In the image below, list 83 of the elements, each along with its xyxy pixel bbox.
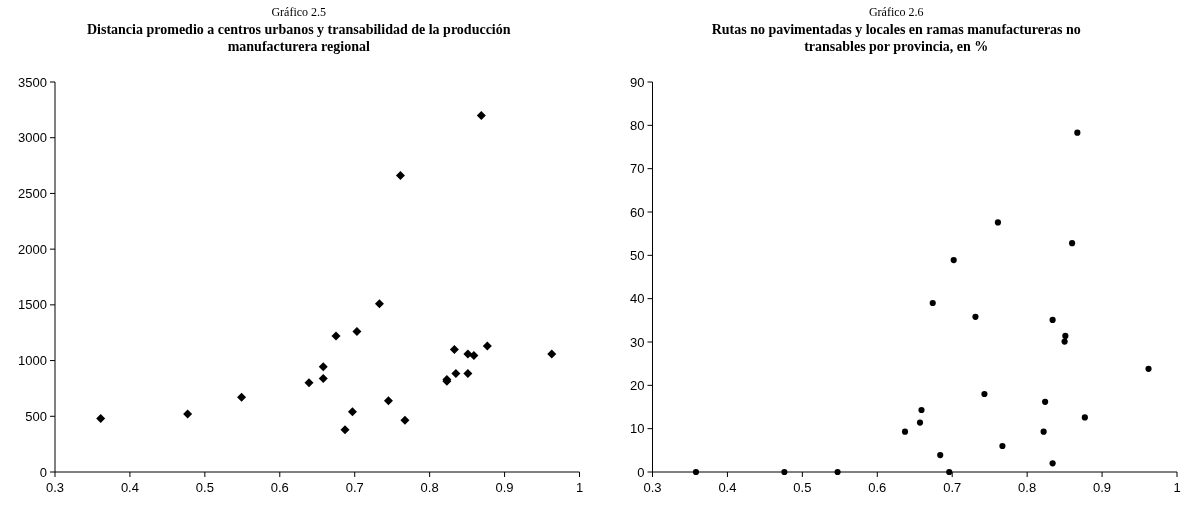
point xyxy=(547,349,557,359)
point xyxy=(1062,332,1069,340)
x-tick-label: 0.5 xyxy=(793,480,812,495)
y-tick-label: 30 xyxy=(630,334,645,350)
x-tick-label: 0.7 xyxy=(345,480,364,495)
point xyxy=(383,396,393,406)
point xyxy=(304,378,314,388)
point xyxy=(395,171,405,181)
chart-title: Rutas no pavimentadas y locales en ramas manufactureras no transables por provincia, en % xyxy=(711,22,1081,54)
y-tick-label: 60 xyxy=(630,204,645,220)
y-tick-label: 3000 xyxy=(18,130,47,146)
point xyxy=(972,313,979,320)
point xyxy=(929,299,936,307)
x-tick-label: 0.4 xyxy=(120,480,139,495)
point xyxy=(950,257,957,264)
point xyxy=(331,331,341,341)
point xyxy=(1081,414,1088,421)
x-tick-label: 1 xyxy=(1173,480,1181,495)
point xyxy=(318,373,328,383)
point xyxy=(916,419,924,426)
x-tick-label: 1 xyxy=(575,480,584,495)
point xyxy=(1069,240,1076,247)
y-tick-label: 50 xyxy=(630,247,645,263)
x-tick-label: 0.6 xyxy=(270,480,289,495)
y-tick-label: 0 xyxy=(637,464,645,480)
point xyxy=(999,442,1006,450)
y-tick-label: 20 xyxy=(630,377,645,393)
point xyxy=(981,390,988,398)
point xyxy=(1145,365,1152,372)
point xyxy=(781,468,788,476)
y-tick-label: 500 xyxy=(25,408,47,424)
x-tick-label: 0.8 xyxy=(1018,480,1037,495)
point xyxy=(937,452,944,459)
x-tick-label: 0.5 xyxy=(195,480,214,495)
point xyxy=(469,351,479,361)
point xyxy=(946,468,953,476)
x-tick-label: 0.6 xyxy=(868,480,887,495)
point xyxy=(994,219,1002,226)
y-tick-label: 1500 xyxy=(18,297,47,313)
point xyxy=(1061,338,1068,345)
point xyxy=(463,368,473,378)
point xyxy=(918,406,925,414)
point xyxy=(96,414,106,424)
y-tick-label: 40 xyxy=(630,291,645,307)
point xyxy=(692,468,700,476)
x-tick-label: 0.8 xyxy=(420,480,439,495)
point xyxy=(183,409,193,419)
point xyxy=(1042,398,1049,405)
point xyxy=(1040,428,1047,435)
y-tick-label: 2000 xyxy=(18,241,47,257)
y-tick-label: 70 xyxy=(630,161,645,177)
y-tick-label: 3500 xyxy=(18,74,47,90)
point xyxy=(352,327,362,337)
point xyxy=(449,344,459,354)
y-tick-label: 2500 xyxy=(18,185,47,201)
y-tick-label: 1000 xyxy=(18,353,47,369)
point xyxy=(340,425,350,435)
x-tick-label: 0.7 xyxy=(943,480,962,495)
chart-subtitle: Gráfico 2.5 xyxy=(271,5,327,19)
point xyxy=(482,341,492,351)
y-tick-label: 90 xyxy=(630,74,645,90)
x-tick-label: 0.3 xyxy=(45,480,65,495)
chart-title: Distancia promedio a centros urbanos y transabilidad de la producción manufacturera regional xyxy=(86,22,511,54)
x-tick-label: 0.9 xyxy=(495,480,514,495)
point xyxy=(237,392,247,402)
x-tick-label: 0.3 xyxy=(643,480,662,495)
point xyxy=(318,362,328,372)
point xyxy=(1049,460,1056,467)
point xyxy=(476,110,486,120)
point xyxy=(374,299,384,309)
point xyxy=(1074,129,1081,136)
point xyxy=(347,407,357,417)
point xyxy=(901,428,909,435)
x-tick-label: 0.9 xyxy=(1093,480,1112,495)
y-tick-label: 80 xyxy=(630,117,645,133)
y-tick-label: 10 xyxy=(630,421,645,437)
point xyxy=(834,468,841,476)
chart-subtitle: Gráfico 2.6 xyxy=(868,5,924,19)
y-tick-label: 0 xyxy=(39,464,47,480)
point xyxy=(451,368,461,378)
point xyxy=(1049,316,1056,323)
point xyxy=(400,415,410,425)
x-tick-label: 0.4 xyxy=(718,480,737,495)
